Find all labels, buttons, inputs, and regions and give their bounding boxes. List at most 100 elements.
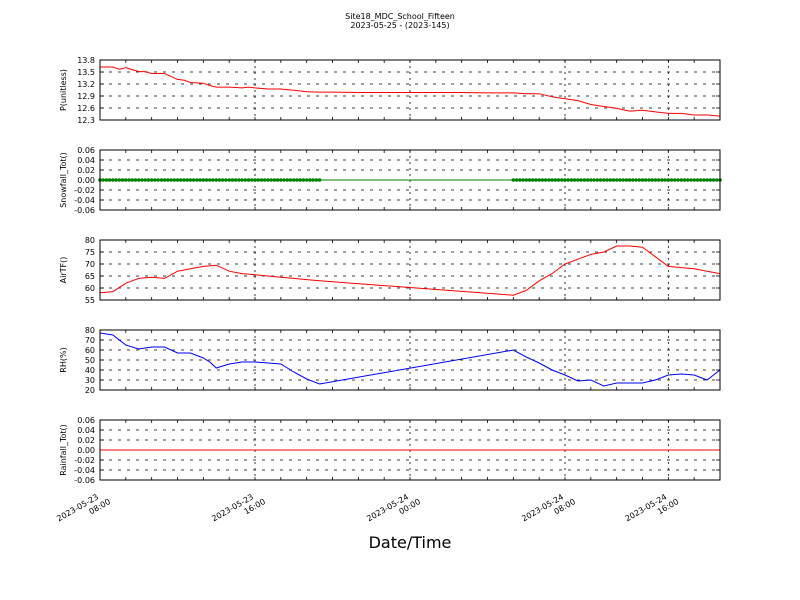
- y-tick-label: -0.02: [74, 186, 95, 195]
- y-tick-label: 0.02: [77, 436, 95, 445]
- series-marker: [101, 178, 105, 182]
- series-marker: [169, 178, 173, 182]
- series-marker: [560, 178, 564, 182]
- series-marker: [537, 178, 541, 182]
- series-marker: [585, 178, 590, 182]
- series-marker: [253, 178, 257, 182]
- y-tick-label: 13.8: [77, 56, 95, 65]
- series-marker: [647, 178, 651, 182]
- series-marker: [292, 178, 296, 182]
- series-marker: [527, 178, 532, 182]
- series-marker: [275, 178, 280, 182]
- series-marker: [208, 178, 212, 182]
- series-marker: [140, 178, 144, 182]
- series-marker: [627, 178, 632, 182]
- series-marker: [124, 178, 128, 182]
- series-marker: [237, 178, 241, 182]
- y-tick-label: 65: [85, 272, 95, 281]
- series-marker: [159, 178, 164, 182]
- series-marker: [178, 178, 183, 182]
- series-marker: [143, 178, 147, 182]
- y-tick-label: -0.06: [74, 206, 95, 215]
- series-marker: [301, 178, 306, 182]
- series-marker: [133, 178, 138, 182]
- series-marker: [227, 178, 231, 182]
- series-marker: [172, 178, 177, 182]
- y-tick-label: -0.04: [74, 196, 95, 205]
- series-marker: [120, 178, 125, 182]
- series-marker: [689, 178, 693, 182]
- series-marker: [685, 178, 690, 182]
- series-marker: [679, 178, 684, 182]
- series-marker: [185, 178, 189, 182]
- y-tick-label: 30: [85, 376, 95, 385]
- series-marker: [653, 178, 658, 182]
- series-marker: [246, 178, 251, 182]
- series-marker: [618, 178, 622, 182]
- series-marker: [669, 178, 674, 182]
- series-marker: [182, 178, 186, 182]
- series-marker: [195, 178, 199, 182]
- y-tick-label: 12.6: [77, 104, 95, 113]
- series-marker: [272, 178, 277, 182]
- series-marker: [608, 178, 612, 182]
- series-marker: [556, 178, 561, 182]
- y-axis-label-4: RH(%): [59, 347, 68, 372]
- series-marker: [114, 178, 118, 182]
- series-marker: [682, 178, 687, 182]
- series-marker: [243, 178, 248, 182]
- series-marker: [579, 178, 583, 182]
- panel-frame-1: [99, 59, 721, 121]
- series-marker: [230, 178, 235, 182]
- y-tick-label: 0.06: [77, 146, 95, 155]
- series-marker: [605, 178, 609, 182]
- series-marker: [614, 178, 619, 182]
- y-tick-label: 70: [85, 260, 95, 269]
- y-tick-label: -0.04: [74, 466, 95, 475]
- series-marker: [637, 178, 642, 182]
- series-marker: [543, 178, 548, 182]
- series-marker: [643, 178, 648, 182]
- series-marker: [602, 178, 606, 182]
- series-marker: [153, 178, 157, 182]
- series-marker: [317, 178, 322, 182]
- series-marker: [198, 178, 202, 182]
- series-marker: [589, 178, 593, 182]
- y-tick-label: 80: [85, 236, 95, 245]
- series-marker: [117, 178, 122, 182]
- series-marker: [220, 178, 225, 182]
- series-marker: [175, 178, 180, 182]
- series-marker: [295, 178, 299, 182]
- y-tick-label: 80: [85, 326, 95, 335]
- series-line-3: [99, 245, 721, 296]
- series-marker: [702, 178, 706, 182]
- x-axis-title: Date/Time: [368, 533, 452, 552]
- series-marker: [711, 178, 716, 182]
- series-marker: [524, 178, 529, 182]
- y-tick-label: 13.2: [77, 80, 95, 89]
- y-tick-label: -0.02: [74, 456, 95, 465]
- series-marker: [656, 178, 661, 182]
- series-marker: [611, 178, 616, 182]
- y-axis-label-1: P(unitless): [59, 69, 68, 111]
- series-marker: [566, 178, 570, 182]
- series-marker: [127, 178, 131, 182]
- series-marker: [553, 178, 558, 182]
- series-marker: [660, 178, 664, 182]
- series-marker: [256, 178, 261, 182]
- y-tick-label: -0.06: [74, 476, 95, 485]
- series-marker: [156, 178, 160, 182]
- series-marker: [576, 178, 580, 182]
- series-marker: [598, 178, 603, 182]
- series-marker: [582, 178, 587, 182]
- series-marker: [663, 178, 667, 182]
- y-tick-label: 70: [85, 336, 95, 345]
- series-marker: [217, 178, 222, 182]
- series-marker: [308, 178, 312, 182]
- series-marker: [534, 178, 538, 182]
- series-marker: [673, 178, 677, 182]
- y-tick-label: 0.06: [77, 416, 95, 425]
- series-marker: [640, 178, 645, 182]
